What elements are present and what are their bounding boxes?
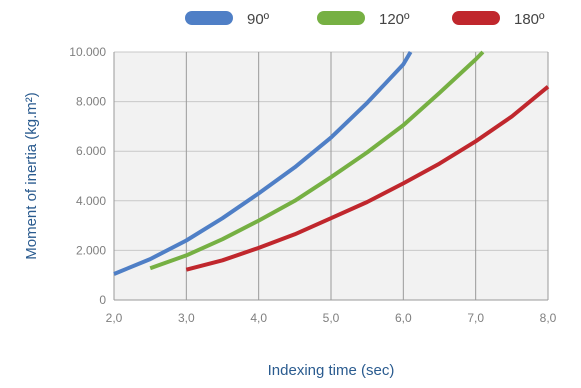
- legend-swatch: [452, 11, 500, 25]
- x-tick-label: 6,0: [395, 311, 412, 325]
- legend-label: 180º: [514, 11, 545, 28]
- series-line-1: [113, 50, 413, 276]
- legend-swatch: [317, 11, 365, 25]
- x-tick-label: 7,0: [467, 311, 484, 325]
- grid-lines: [113, 51, 549, 300]
- y-axis-title: Moment of inertia (kg.m²): [23, 92, 40, 260]
- y-tick-label: 10.000: [69, 45, 106, 59]
- legend-label: 120º: [379, 11, 410, 28]
- legend-label: 90º: [247, 11, 270, 28]
- y-tick-label: 0: [99, 293, 106, 307]
- y-tick-label: 4.000: [76, 194, 106, 208]
- legend-swatch: [185, 11, 233, 25]
- x-tick-label: 5,0: [323, 311, 340, 325]
- series-line-2: [149, 50, 485, 271]
- y-tick-label: 2.000: [76, 243, 106, 257]
- series-line-3: [185, 85, 550, 272]
- y-tick-label: 6.000: [76, 144, 106, 158]
- x-tick-label: 2,0: [106, 311, 123, 325]
- x-axis-title: Indexing time (sec): [268, 362, 395, 379]
- x-tick-label: 4,0: [250, 311, 267, 325]
- y-tick-label: 8.000: [76, 95, 106, 109]
- y-tick-labels: 0 2.000 4.000 6.000 8.000 10.000: [69, 45, 106, 307]
- x-tick-label: 8,0: [540, 311, 557, 325]
- chart-legend: 90º 120º 180º: [185, 11, 545, 28]
- series-lines: [113, 50, 550, 276]
- x-tick-labels: 2,0 3,0 4,0 5,0 6,0 7,0 8,0: [106, 311, 557, 325]
- x-tick-label: 3,0: [178, 311, 195, 325]
